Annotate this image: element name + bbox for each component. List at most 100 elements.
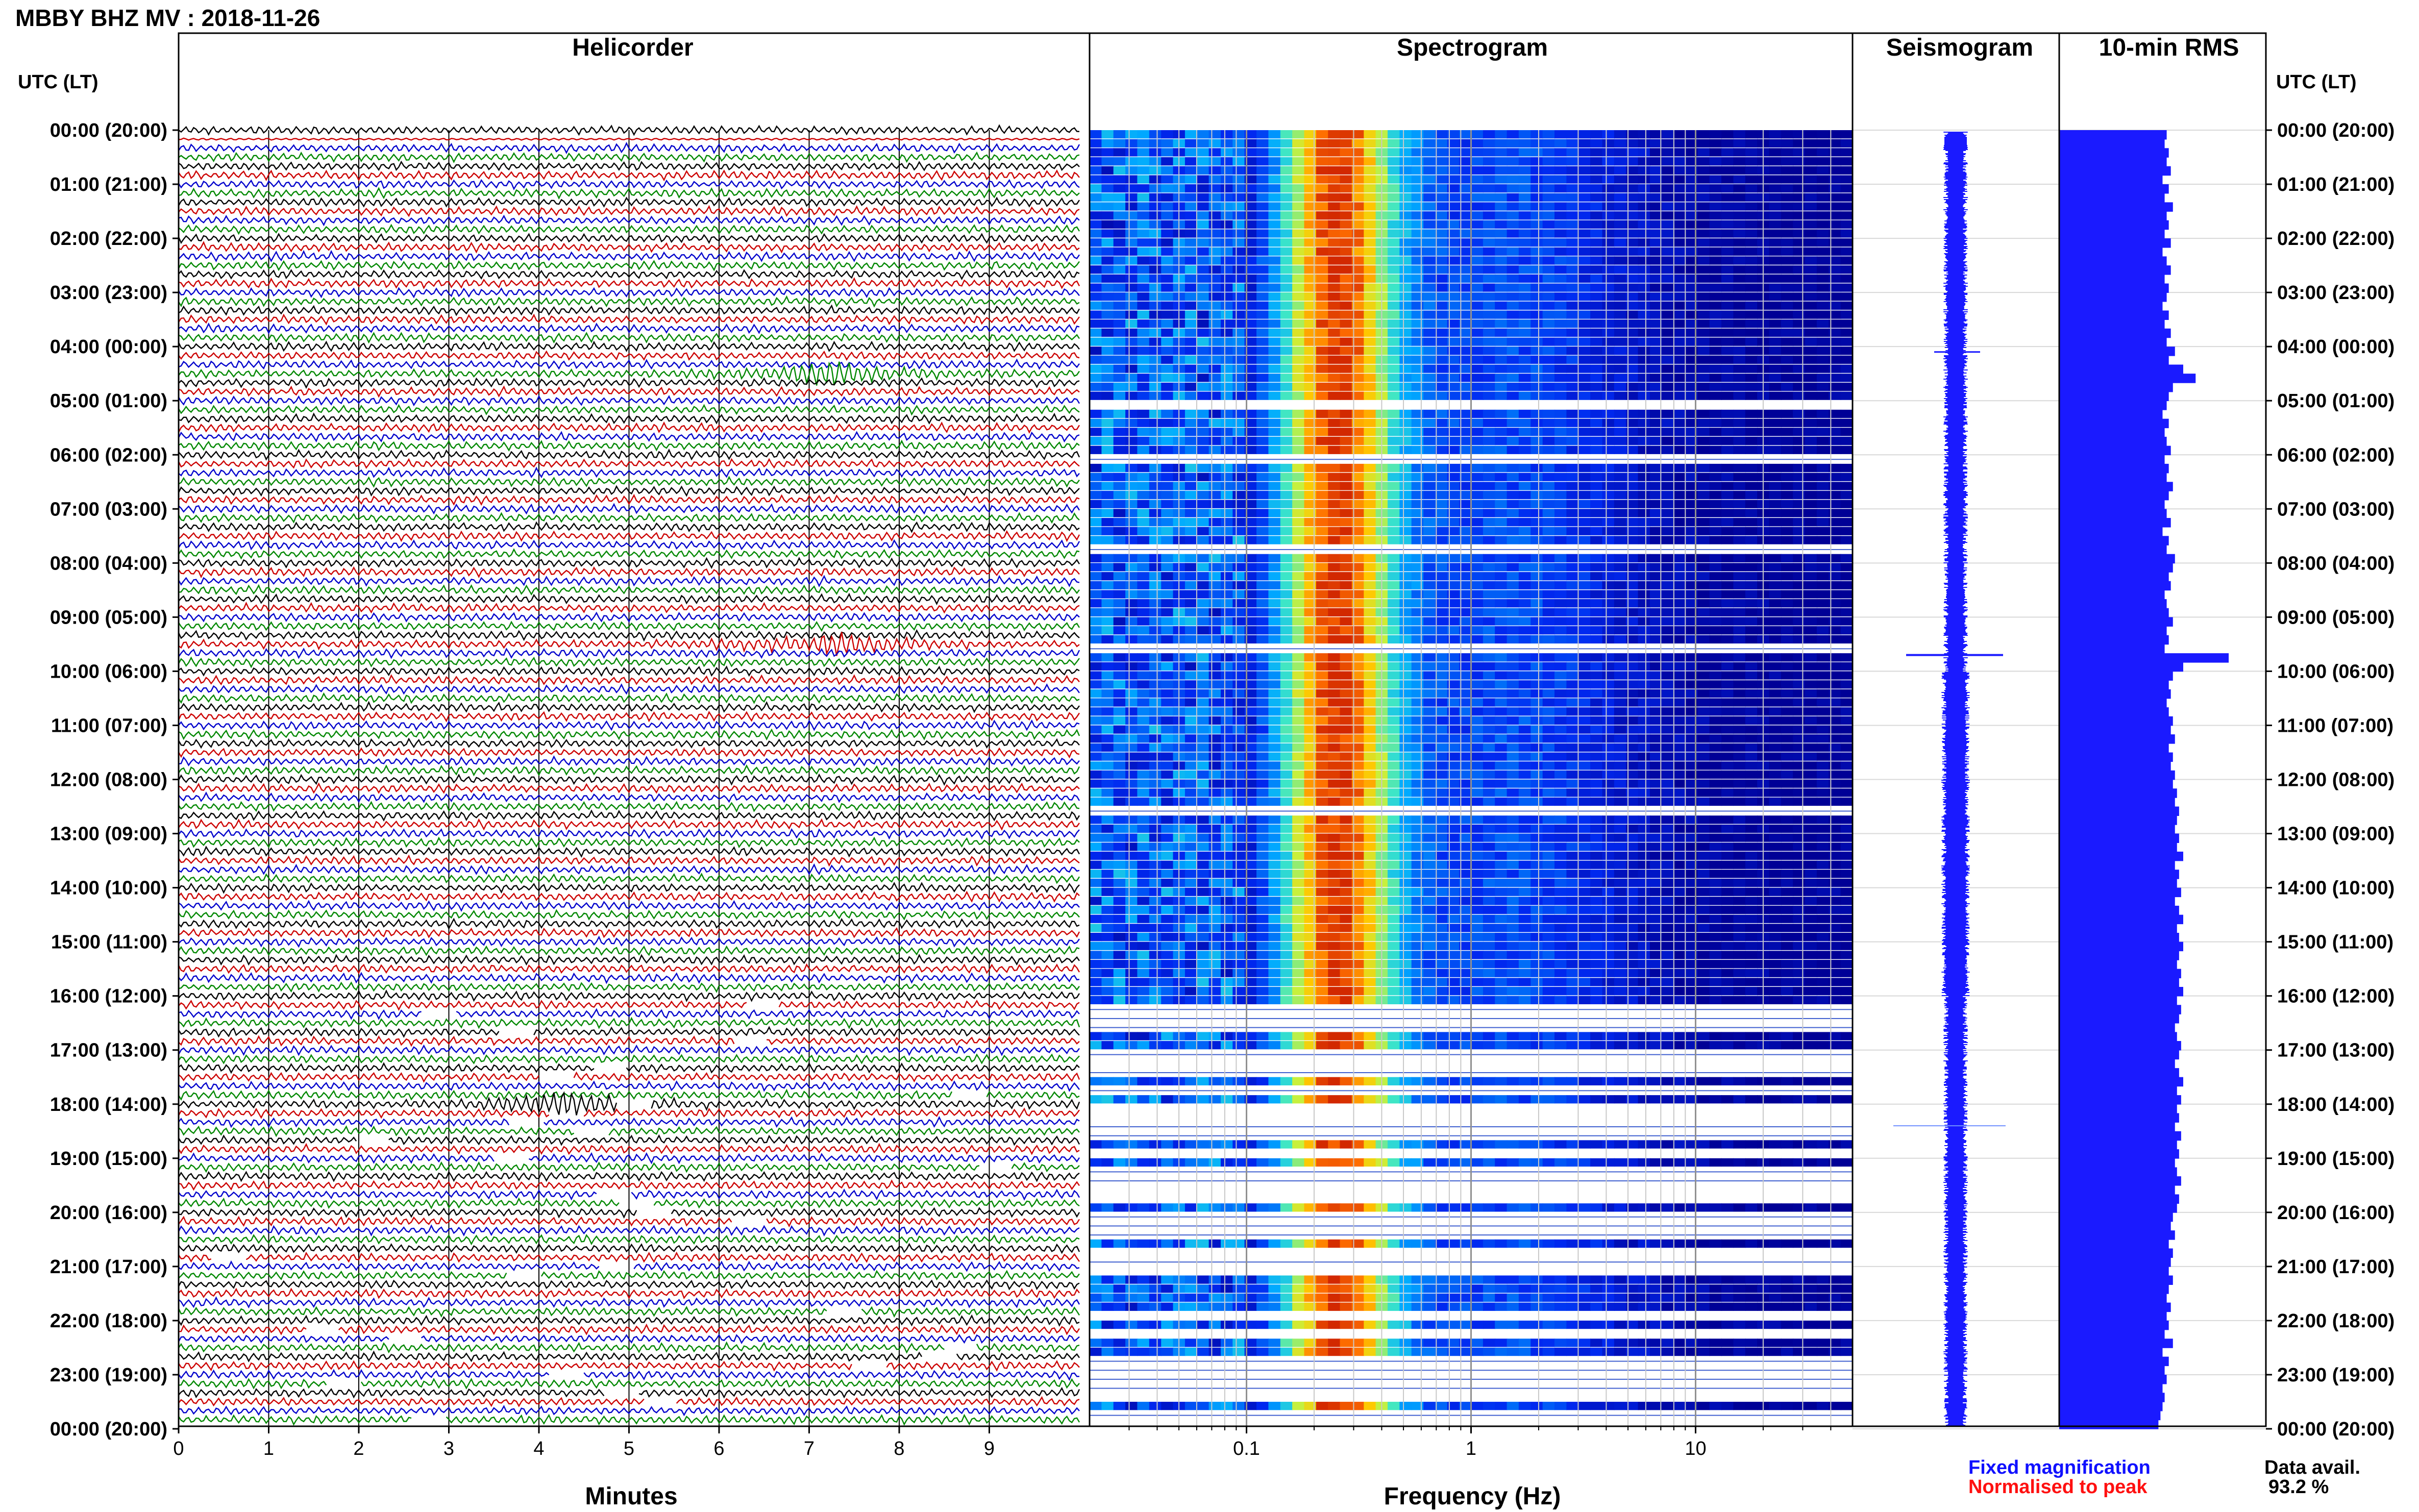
spectrogram-cell <box>1149 734 1162 743</box>
spectrogram-cell <box>1721 157 1734 166</box>
spectrogram-cell <box>1793 364 1806 373</box>
spectrogram-cell <box>1638 319 1650 328</box>
spectrogram-cell <box>1149 662 1162 671</box>
spectrogram-cell <box>1208 473 1221 481</box>
spectrogram-cell <box>1518 391 1532 400</box>
spectrogram-cell <box>1745 482 1758 490</box>
spectrogram-cell <box>1184 563 1198 572</box>
spectrogram-cell <box>1351 788 1365 797</box>
spectrogram-cell <box>1805 184 1817 193</box>
spectrogram-cell <box>1184 292 1198 301</box>
spectrogram-cell <box>1125 797 1138 806</box>
spectrogram-cell <box>1304 743 1317 752</box>
spectrogram-cell <box>1673 310 1686 319</box>
spectrogram-cell <box>1507 698 1519 707</box>
spectrogram-cell <box>1769 391 1782 400</box>
spectrogram-cell <box>1518 292 1532 301</box>
spectrogram-cell <box>1578 166 1591 175</box>
spectrogram-cell <box>1554 698 1567 707</box>
spectrogram-cell <box>1840 310 1853 319</box>
spectrogram-cell <box>1662 229 1674 238</box>
spectrogram-cell <box>1769 382 1782 391</box>
spectrogram-cell <box>1244 689 1257 698</box>
spectrogram-cell <box>1161 779 1174 788</box>
spectrogram-cell <box>1638 824 1650 833</box>
spectrogram-cell <box>1507 229 1519 238</box>
spectrogram-cell <box>1423 752 1436 761</box>
spectrogram-cell <box>1364 436 1376 445</box>
spectrogram-cell <box>1280 157 1293 166</box>
spectrogram-cell <box>1602 490 1615 500</box>
spectrogram-cell <box>1471 626 1484 635</box>
spectrogram-cell <box>1531 445 1543 454</box>
spectrogram-cell <box>1578 337 1591 346</box>
spectrogram-cell <box>1590 238 1603 247</box>
spectrogram-cell <box>1113 626 1126 635</box>
spectrogram-cell <box>1602 554 1615 562</box>
spectrogram-cell <box>1733 346 1746 355</box>
spectrogram-cell <box>1769 409 1782 418</box>
spectrogram-cell <box>1542 184 1556 193</box>
spectrogram-cell <box>1388 211 1400 220</box>
spectrogram-cell <box>1411 743 1424 752</box>
spectrogram-cell <box>1149 527 1162 535</box>
spectrogram-cell <box>1316 139 1329 147</box>
spectrogram-cell <box>1137 229 1150 238</box>
spectrogram-cell <box>1340 662 1352 671</box>
spectrogram-cell <box>1840 184 1853 193</box>
spectrogram-cell <box>1626 680 1639 689</box>
spectrogram-cell <box>1364 409 1376 418</box>
spectrogram-cell <box>1268 590 1281 599</box>
spectrogram-cell <box>1518 734 1532 743</box>
spectrogram-cell <box>1161 247 1174 256</box>
spectrogram-cell <box>1805 428 1817 436</box>
spectrogram-cell <box>1125 418 1138 427</box>
spectrogram-cell <box>1161 166 1174 175</box>
spectrogram-cell <box>1781 148 1794 157</box>
spectrogram-cell <box>1423 734 1436 743</box>
spectrogram-cell <box>1090 779 1102 788</box>
spectrogram-cell <box>1531 374 1543 382</box>
spectrogram-cell <box>1447 563 1460 572</box>
spectrogram-cell <box>1471 761 1484 770</box>
spectrogram-cell <box>1781 274 1794 283</box>
spectrogram-cell <box>1221 725 1233 734</box>
spectrogram-cell <box>1244 815 1257 824</box>
spectrogram-cell <box>1709 482 1722 490</box>
spectrogram-cell <box>1101 617 1114 626</box>
spectrogram-cell <box>1483 292 1496 301</box>
spectrogram-cell <box>1351 301 1365 310</box>
spectrogram-cell <box>1542 824 1556 833</box>
spectrogram-cell <box>1149 409 1162 418</box>
spectrogram-cell <box>1471 617 1484 626</box>
spectrogram-cell <box>1292 130 1305 139</box>
spectrogram-cell <box>1364 770 1376 779</box>
spectrogram-cell <box>1602 328 1615 337</box>
spectrogram-cell <box>1244 148 1257 157</box>
spectrogram-cell <box>1673 626 1686 635</box>
spectrogram-cell <box>1411 139 1424 147</box>
spectrogram-cell <box>1316 653 1329 662</box>
spectrogram-cell <box>1351 445 1365 454</box>
spectrogram-cell <box>1388 436 1400 445</box>
spectrogram-cell <box>1662 824 1674 833</box>
spectrogram-cell <box>1793 698 1806 707</box>
spectrogram-cell <box>1292 716 1305 725</box>
spectrogram-cell <box>1316 734 1329 743</box>
spectrogram-cell <box>1304 779 1317 788</box>
spectrogram-cell <box>1256 518 1269 527</box>
spectrogram-cell <box>1340 220 1352 229</box>
spectrogram-cell <box>1090 409 1102 418</box>
spectrogram-cell <box>1507 256 1519 265</box>
spectrogram-cell <box>1745 680 1758 689</box>
spectrogram-cell <box>1816 428 1830 436</box>
spectrogram-cell <box>1340 860 1352 869</box>
spectrogram-cell <box>1709 815 1722 824</box>
spectrogram-cell <box>1781 725 1794 734</box>
spectrogram-cell <box>1745 328 1758 337</box>
spectrogram-cell <box>1626 301 1639 310</box>
spectrogram-cell <box>1280 428 1293 436</box>
spectrogram-cell <box>1769 617 1782 626</box>
spectrogram-cell <box>1316 851 1329 860</box>
spectrogram-cell <box>1411 689 1424 698</box>
